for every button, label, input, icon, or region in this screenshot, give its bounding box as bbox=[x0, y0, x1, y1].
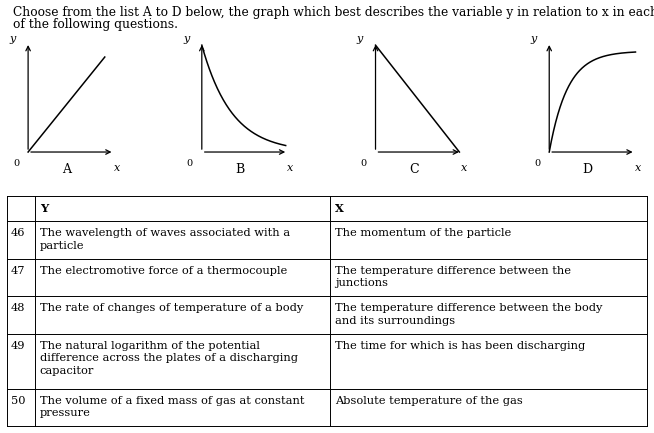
Text: 47: 47 bbox=[11, 266, 26, 276]
Text: y: y bbox=[530, 34, 537, 44]
Text: The natural logarithm of the potential
difference across the plates of a dischar: The natural logarithm of the potential d… bbox=[40, 341, 298, 376]
Text: 0: 0 bbox=[534, 159, 540, 168]
Text: 0: 0 bbox=[360, 159, 367, 168]
Text: C: C bbox=[409, 163, 419, 176]
Text: The temperature difference between the
junctions: The temperature difference between the j… bbox=[335, 266, 571, 288]
Text: x: x bbox=[461, 163, 468, 173]
Text: x: x bbox=[635, 163, 641, 173]
Text: A: A bbox=[62, 163, 71, 176]
Text: Y: Y bbox=[40, 204, 48, 214]
Text: 0: 0 bbox=[13, 159, 19, 168]
Text: Absolute temperature of the gas: Absolute temperature of the gas bbox=[335, 396, 523, 406]
Text: The wavelength of waves associated with a
particle: The wavelength of waves associated with … bbox=[40, 229, 290, 251]
Text: The time for which is has been discharging: The time for which is has been dischargi… bbox=[335, 341, 585, 351]
Text: of the following questions.: of the following questions. bbox=[13, 18, 178, 31]
Text: 0: 0 bbox=[187, 159, 193, 168]
Text: The temperature difference between the body
and its surroundings: The temperature difference between the b… bbox=[335, 304, 602, 326]
Text: B: B bbox=[235, 163, 245, 176]
Text: 46: 46 bbox=[11, 229, 26, 239]
Text: 49: 49 bbox=[11, 341, 26, 351]
Text: The momentum of the particle: The momentum of the particle bbox=[335, 229, 511, 239]
Text: The electromotive force of a thermocouple: The electromotive force of a thermocoupl… bbox=[40, 266, 287, 276]
Text: 48: 48 bbox=[11, 304, 26, 313]
Text: D: D bbox=[583, 163, 593, 176]
Text: The volume of a fixed mass of gas at constant
pressure: The volume of a fixed mass of gas at con… bbox=[40, 396, 304, 418]
Text: y: y bbox=[183, 34, 190, 44]
Text: x: x bbox=[114, 163, 120, 173]
Text: 50: 50 bbox=[11, 396, 26, 406]
Text: y: y bbox=[357, 34, 363, 44]
Text: y: y bbox=[9, 34, 16, 44]
Text: X: X bbox=[335, 204, 343, 214]
Text: Choose from the list A to D below, the graph which best describes the variable y: Choose from the list A to D below, the g… bbox=[13, 6, 654, 19]
Text: x: x bbox=[287, 163, 294, 173]
Text: The rate of changes of temperature of a body: The rate of changes of temperature of a … bbox=[40, 304, 303, 313]
